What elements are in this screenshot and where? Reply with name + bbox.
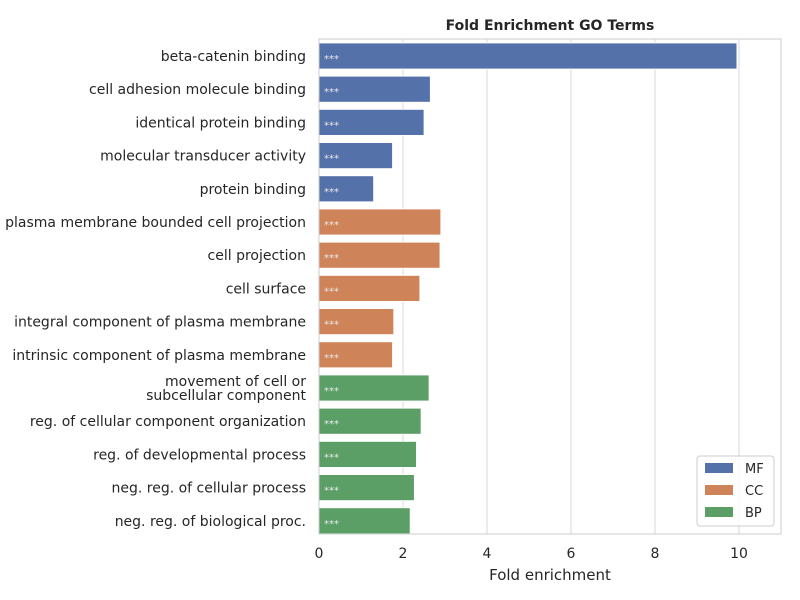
category-label: neg. reg. of biological proc. <box>115 514 306 530</box>
bar <box>318 341 393 369</box>
category-label: movement of cell or subcellular component <box>146 374 306 404</box>
x-tick-label: 6 <box>567 546 576 562</box>
significance-label: *** <box>324 320 339 331</box>
x-tick-label: 8 <box>651 546 660 562</box>
significance-label: *** <box>324 54 339 65</box>
category-label: beta-catenin binding <box>161 49 306 65</box>
significance-label: *** <box>324 286 339 297</box>
category-label: intrinsic component of plasma membrane <box>12 348 306 364</box>
legend-swatch <box>705 485 733 495</box>
bar <box>318 474 415 502</box>
plot-frame <box>318 38 782 535</box>
bar <box>318 440 417 468</box>
significance-label: *** <box>324 519 339 530</box>
bar <box>318 407 422 435</box>
category-labels: beta-catenin binding cell adhesion molecu… <box>5 49 306 530</box>
category-label: cell projection <box>208 248 306 264</box>
category-label: neg. reg. of cellular process <box>111 481 306 497</box>
bar <box>318 75 431 103</box>
x-tick-label: 0 <box>315 546 324 562</box>
significance-label: *** <box>324 87 339 98</box>
significance-label: *** <box>324 154 339 165</box>
bar <box>318 308 395 336</box>
bars <box>318 42 738 535</box>
bar <box>318 42 738 70</box>
category-label: identical protein binding <box>135 115 306 131</box>
significance-labels: *** *** *** *** *** *** *** *** *** *** *** *** *** *… <box>324 54 339 530</box>
bar <box>318 507 411 535</box>
category-label: protein binding <box>200 182 306 198</box>
legend-label: MF <box>745 462 764 477</box>
chart-title: Fold Enrichment GO Terms <box>446 18 655 34</box>
category-label: cell adhesion molecule binding <box>89 82 306 98</box>
bar <box>318 374 430 402</box>
x-tick-label: 10 <box>730 546 748 562</box>
significance-label: *** <box>324 452 339 463</box>
x-axis-label: Fold enrichment <box>489 566 611 584</box>
bar <box>318 241 441 269</box>
significance-label: *** <box>324 120 339 131</box>
category-label: reg. of developmental process <box>93 447 306 463</box>
category-label: cell surface <box>226 281 306 297</box>
category-label: plasma membrane bounded cell projection <box>5 215 306 231</box>
significance-label: *** <box>324 386 339 397</box>
significance-label: *** <box>324 353 339 364</box>
significance-label: *** <box>324 486 339 497</box>
category-label: molecular transducer activity <box>100 149 306 165</box>
category-label: integral component of plasma membrane <box>14 315 306 331</box>
legend-label: BP <box>745 506 762 521</box>
bar <box>318 274 421 302</box>
bar <box>318 142 393 170</box>
significance-label: *** <box>324 187 339 198</box>
significance-label: *** <box>324 220 339 231</box>
x-tick-label: 2 <box>399 546 408 562</box>
x-tick-labels: 0 2 4 6 8 10 <box>315 546 748 562</box>
category-label: reg. of cellular component organization <box>30 414 306 430</box>
x-tick-label: 4 <box>483 546 492 562</box>
significance-label: *** <box>324 419 339 430</box>
legend-label: CC <box>745 484 763 499</box>
bar <box>318 208 442 236</box>
bar <box>318 175 374 203</box>
legend-swatch <box>705 507 733 517</box>
legend: MF CC BP <box>696 455 775 527</box>
significance-label: *** <box>324 253 339 264</box>
legend-swatch <box>705 463 733 473</box>
